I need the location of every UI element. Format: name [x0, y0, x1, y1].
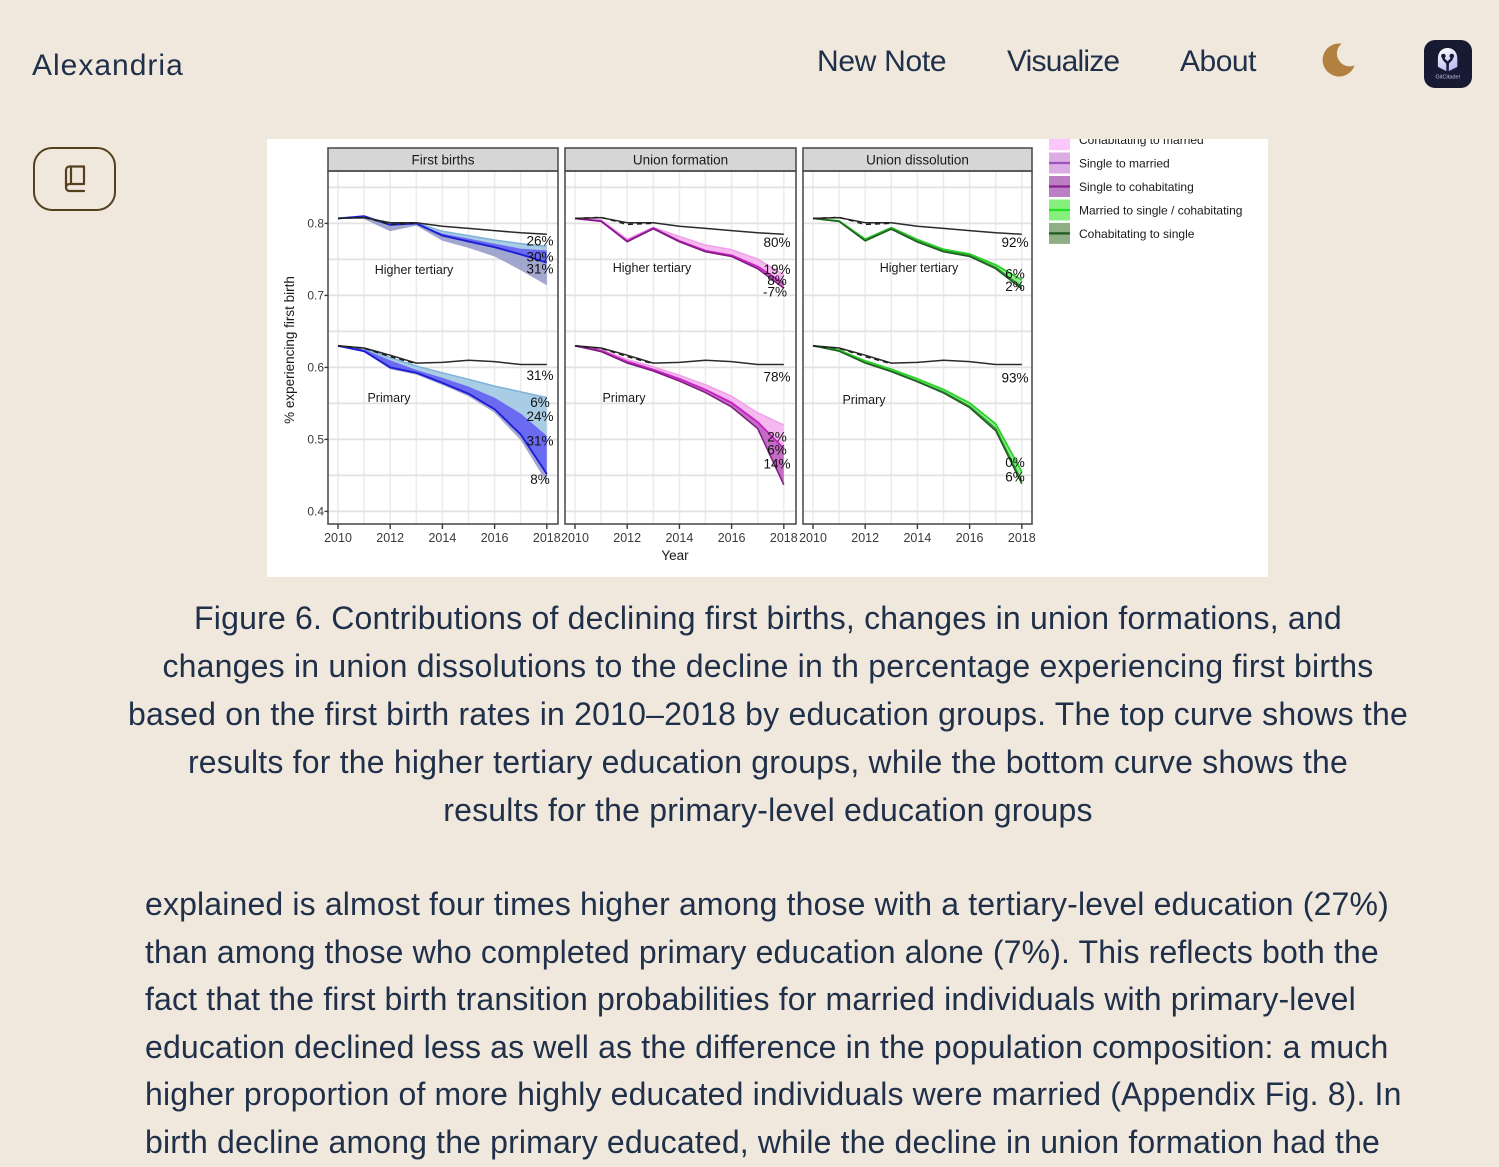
svg-text:2010: 2010	[799, 531, 827, 545]
svg-text:30%: 30%	[526, 249, 553, 264]
svg-text:93%: 93%	[1001, 370, 1028, 385]
svg-text:Single to married: Single to married	[1079, 157, 1170, 171]
svg-text:0.6: 0.6	[307, 360, 324, 374]
svg-text:-7%: -7%	[763, 285, 787, 300]
svg-text:Married to single / cohabitati: Married to single / cohabitating	[1079, 204, 1242, 218]
svg-text:14%: 14%	[763, 457, 790, 472]
svg-text:2014: 2014	[428, 531, 456, 545]
svg-text:Union formation: Union formation	[633, 153, 728, 168]
svg-text:Union dissolution: Union dissolution	[866, 153, 969, 168]
svg-text:2014: 2014	[665, 531, 693, 545]
svg-text:Primary: Primary	[367, 391, 411, 405]
svg-text:First births: First births	[411, 153, 474, 168]
svg-text:8%: 8%	[530, 472, 550, 487]
svg-text:Higher tertiary: Higher tertiary	[375, 263, 454, 277]
svg-text:Year: Year	[661, 548, 689, 563]
svg-text:Higher tertiary: Higher tertiary	[880, 261, 959, 275]
svg-text:0.7: 0.7	[307, 288, 324, 302]
svg-text:2%: 2%	[1005, 279, 1025, 294]
svg-text:6%: 6%	[530, 395, 550, 410]
svg-text:2016: 2016	[956, 531, 984, 545]
svg-text:80%: 80%	[763, 235, 790, 250]
svg-text:0%: 0%	[1005, 455, 1025, 470]
svg-text:8%: 8%	[767, 273, 787, 288]
svg-text:Cohabitating to married: Cohabitating to married	[1079, 139, 1204, 147]
svg-text:6%: 6%	[1005, 469, 1025, 484]
svg-text:Cohabitating to single: Cohabitating to single	[1079, 227, 1195, 241]
svg-text:0.4: 0.4	[307, 504, 324, 518]
svg-text:31%: 31%	[526, 262, 553, 277]
svg-text:6%: 6%	[1005, 267, 1025, 282]
svg-text:2018: 2018	[770, 531, 798, 545]
svg-text:2012: 2012	[851, 531, 879, 545]
svg-text:2012: 2012	[376, 531, 404, 545]
svg-text:GitCitadel: GitCitadel	[1435, 75, 1460, 81]
svg-text:Single to cohabitating: Single to cohabitating	[1079, 180, 1194, 194]
svg-text:26%: 26%	[526, 234, 553, 249]
svg-text:31%: 31%	[526, 434, 553, 449]
svg-text:31%: 31%	[526, 368, 553, 383]
svg-text:0.5: 0.5	[307, 432, 324, 446]
svg-text:2016: 2016	[481, 531, 509, 545]
svg-text:0.8: 0.8	[307, 216, 324, 230]
svg-text:24%: 24%	[526, 409, 553, 424]
svg-text:Primary: Primary	[842, 393, 886, 407]
svg-text:2%: 2%	[767, 430, 787, 445]
svg-text:2010: 2010	[561, 531, 589, 545]
svg-text:Higher tertiary: Higher tertiary	[613, 261, 692, 275]
svg-text:2016: 2016	[718, 531, 746, 545]
svg-text:2014: 2014	[903, 531, 931, 545]
svg-text:2018: 2018	[533, 531, 561, 545]
svg-text:6%: 6%	[767, 442, 787, 457]
svg-text:% experiencing first birth: % experiencing first birth	[282, 276, 297, 424]
svg-text:2012: 2012	[613, 531, 641, 545]
svg-text:Primary: Primary	[602, 391, 646, 405]
svg-text:19%: 19%	[763, 262, 790, 277]
svg-text:2018: 2018	[1008, 531, 1036, 545]
svg-text:92%: 92%	[1001, 235, 1028, 250]
svg-text:2010: 2010	[324, 531, 352, 545]
svg-text:78%: 78%	[763, 370, 790, 385]
